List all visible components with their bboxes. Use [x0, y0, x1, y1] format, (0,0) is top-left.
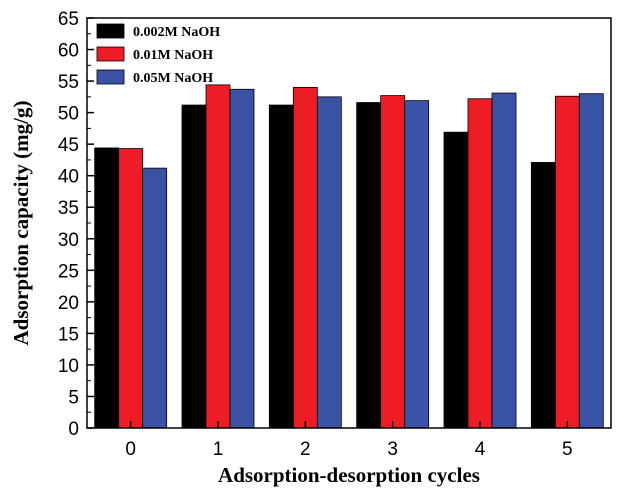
bar-s0-c2 — [268, 104, 294, 429]
x-tick-label: 4 — [475, 439, 486, 460]
y-tick-label: 40 — [58, 167, 79, 188]
legend: 0.002M NaOH 0.01M NaOH 0.05M NaOH — [96, 23, 220, 86]
legend-label-2: 0.05M NaOH — [133, 71, 213, 86]
y-tick-label: 45 — [58, 135, 79, 156]
bar-s1-c2 — [292, 86, 318, 429]
x-tick-label: 3 — [387, 439, 398, 460]
legend-swatch-2 — [96, 69, 125, 85]
y-tick-label: 25 — [58, 261, 79, 282]
y-tick-label: 50 — [58, 104, 79, 125]
x-tick-label: 0 — [125, 439, 136, 460]
bar-s2-c3 — [404, 100, 430, 429]
bar-s1-c3 — [380, 95, 406, 429]
bar-s1-c4 — [467, 98, 493, 429]
x-tick-label: 5 — [562, 439, 573, 460]
bar-s1-c0 — [118, 148, 144, 429]
x-tick-label: 1 — [213, 439, 224, 460]
y-tick-label: 30 — [58, 230, 79, 251]
legend-swatch-1 — [96, 46, 125, 62]
bar-s2-c1 — [229, 88, 255, 429]
y-tick-label: 5 — [68, 387, 79, 408]
bar-s2-c0 — [142, 167, 168, 429]
bars-layer — [94, 84, 604, 429]
bar-s0-c4 — [443, 131, 469, 429]
bar-s0-c5 — [530, 162, 556, 429]
y-tick-label: 35 — [58, 198, 79, 219]
y-tick-label: 15 — [58, 324, 79, 345]
y-tick-label: 65 — [58, 9, 79, 30]
legend-label-1: 0.01M NaOH — [133, 48, 213, 63]
bar-s0-c3 — [356, 102, 382, 429]
bar-s1-c5 — [554, 95, 580, 429]
legend-label-0: 0.002M NaOH — [133, 25, 220, 40]
bar-s1-c1 — [205, 84, 231, 429]
legend-swatch-0 — [96, 23, 125, 39]
y-tick-label: 0 — [68, 419, 79, 440]
bar-s2-c4 — [491, 92, 517, 429]
y-tick-label: 20 — [58, 293, 79, 314]
x-axis-title: Adsorption-desorption cycles — [218, 463, 480, 487]
bar-s2-c5 — [578, 93, 604, 429]
bar-s0-c1 — [181, 104, 207, 429]
bar-s0-c0 — [94, 147, 120, 429]
bar-s2-c2 — [316, 96, 342, 429]
y-tick-label: 60 — [58, 41, 79, 62]
y-axis-title: Adsorption capacity (mg/g) — [9, 101, 33, 346]
x-tick-label: 2 — [300, 439, 311, 460]
y-tick-label: 10 — [58, 356, 79, 377]
y-tick-label: 55 — [58, 72, 79, 93]
